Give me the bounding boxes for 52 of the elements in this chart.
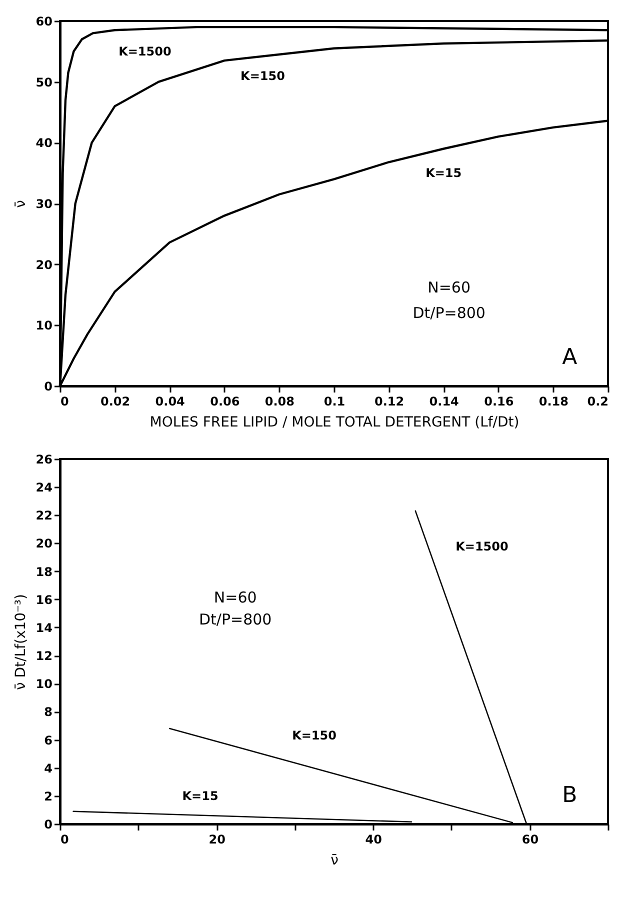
annotation: Dt/P=800 <box>198 610 272 629</box>
x-tick-label: 0.2 <box>587 394 608 408</box>
x-tick-label: 0.18 <box>538 394 569 408</box>
y-tick-label: 2 <box>44 789 52 804</box>
y-tick-label: 18 <box>36 564 52 579</box>
annotation: N=60 <box>428 278 471 296</box>
y-tick-label: 14 <box>36 620 52 635</box>
y-tick-label: 12 <box>36 649 52 664</box>
x-tick-label: 20 <box>208 832 226 846</box>
x-tick-label: 0.14 <box>429 394 459 408</box>
x-axis-title: MOLES FREE LIPID / MOLE TOTAL DETERGENT (Lf/Dt) <box>150 414 520 430</box>
x-tick-label: 0.12 <box>374 394 404 408</box>
y-tick-label: 16 <box>36 592 52 607</box>
series-label: K=15 <box>426 166 462 180</box>
y-tick-label: 0 <box>44 818 52 832</box>
y-tick-label: 8 <box>44 705 52 720</box>
y-axis-title: ν̄ <box>12 200 29 208</box>
x-tick-label: 60 <box>522 832 539 846</box>
y-tick-label: 6 <box>44 733 52 748</box>
annotation: N=60 <box>214 588 257 607</box>
y-tick-label: 20 <box>36 258 52 272</box>
x-tick-label: 40 <box>365 832 382 846</box>
series-label: K=15 <box>182 788 218 803</box>
x-tick-label: 0.06 <box>210 394 240 408</box>
y-tick-label: 50 <box>36 75 52 90</box>
x-tick-label: 0.16 <box>484 394 514 408</box>
x-tick-label: 0.1 <box>324 394 346 408</box>
x-tick-label: 0.02 <box>100 394 130 408</box>
y-tick-label: 24 <box>36 480 52 495</box>
series-label: K=1500 <box>118 44 172 58</box>
y-tick-label: 60 <box>36 14 52 28</box>
y-tick-label: 10 <box>36 318 52 333</box>
y-tick-label: 10 <box>36 677 52 692</box>
y-tick-label: 30 <box>36 197 52 211</box>
annotation: A <box>562 344 578 370</box>
y-tick-label: 40 <box>36 136 52 150</box>
x-tick-label: 0.08 <box>264 394 295 408</box>
x-tick-label: 0.04 <box>155 394 185 408</box>
annotation: Dt/P=800 <box>412 304 486 322</box>
y-tick-label: 0 <box>44 380 52 394</box>
series-label: K=1500 <box>456 540 508 554</box>
y-tick-label: 20 <box>36 536 52 551</box>
annotation: B <box>562 782 578 808</box>
y-tick-label: 4 <box>44 761 52 776</box>
series-label: K=150 <box>292 728 336 743</box>
y-tick-label: 22 <box>36 508 52 523</box>
series-label: K=150 <box>240 68 285 83</box>
x-tick-label: 0 <box>60 832 69 846</box>
y-axis-title: ν̄ Dt/Lf(x10⁻³) <box>12 594 29 690</box>
x-axis-title: ν̄ <box>330 852 339 868</box>
x-tick-label: 0 <box>60 394 69 408</box>
y-tick-label: 26 <box>36 452 52 466</box>
